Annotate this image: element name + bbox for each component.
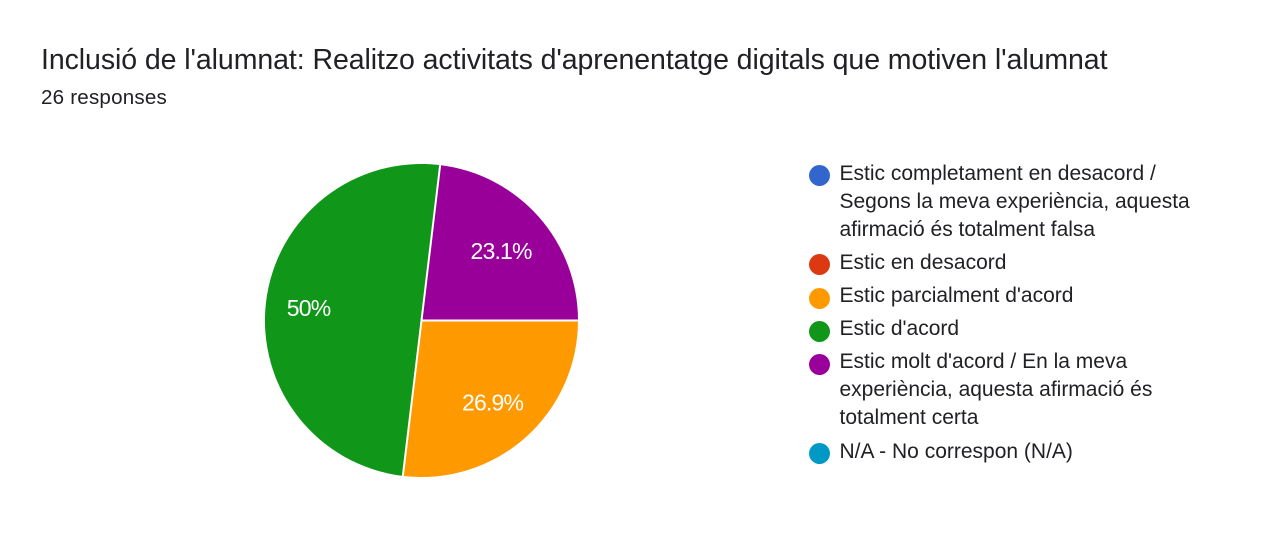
svg-text:50%: 50%: [287, 295, 331, 321]
svg-text:26.9%: 26.9%: [462, 389, 524, 415]
svg-text:23.1%: 23.1%: [470, 238, 532, 264]
